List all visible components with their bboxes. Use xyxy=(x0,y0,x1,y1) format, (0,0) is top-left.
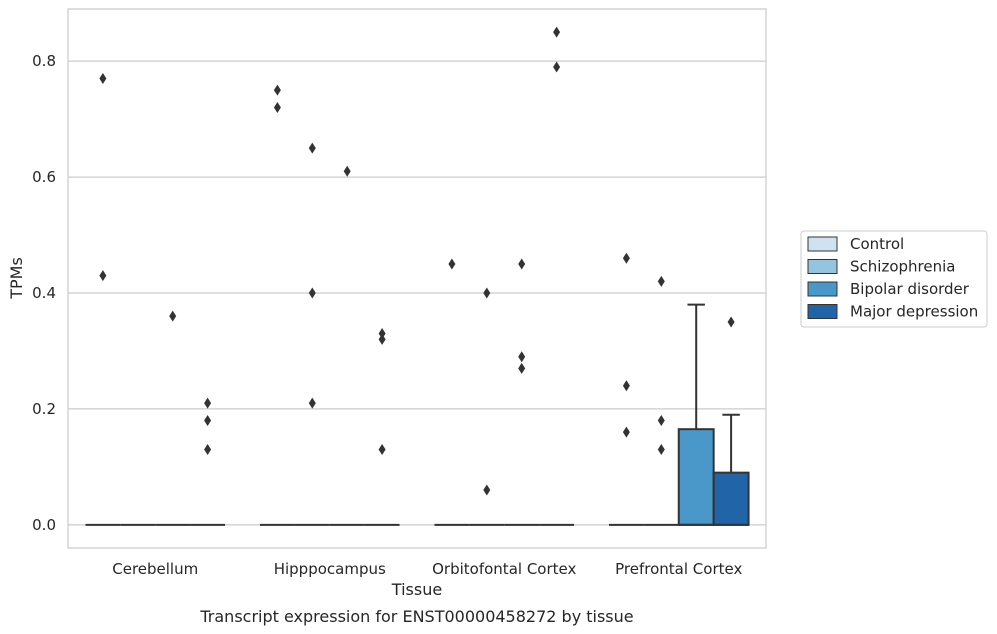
x-tick-label: Prefrontal Cortex xyxy=(615,560,742,578)
x-axis-label: Tissue xyxy=(391,580,442,599)
outlier-point xyxy=(518,258,526,270)
outlier-point xyxy=(99,73,107,85)
x-tick-label: Orbitofontal Cortex xyxy=(432,560,576,578)
outlier-point xyxy=(378,443,386,455)
outlier-point xyxy=(622,380,630,392)
outlier-point xyxy=(657,275,665,287)
outlier-point xyxy=(657,443,665,455)
outlier-point xyxy=(483,484,491,496)
outlier-point xyxy=(308,287,316,299)
legend: Control Schizophrenia Bipolar disorder Majo… xyxy=(800,230,988,328)
outlier-point xyxy=(169,310,177,322)
y-tick-label: 0.4 xyxy=(32,284,56,302)
outliers xyxy=(99,26,735,496)
x-tick-label: Cerebellum xyxy=(112,560,198,578)
outlier-point xyxy=(204,443,212,455)
outlier-point xyxy=(273,102,281,114)
legend-label: Schizophrenia xyxy=(850,258,955,276)
outlier-point xyxy=(99,270,107,282)
box-major-depression xyxy=(712,413,750,526)
plot-frame xyxy=(67,8,767,549)
outlier-point xyxy=(343,165,351,177)
x-tick-label: Hipppocampus xyxy=(274,560,386,578)
legend-label: Control xyxy=(850,235,904,253)
outlier-point xyxy=(518,362,526,374)
legend-swatch xyxy=(807,281,838,297)
outlier-point xyxy=(204,414,212,426)
gridlines xyxy=(68,60,766,526)
y-axis-label: TPMs xyxy=(7,257,26,300)
outlier-point xyxy=(553,26,561,38)
legend-label: Major depression xyxy=(850,303,978,321)
outlier-point xyxy=(448,258,456,270)
legend-label: Bipolar disorder xyxy=(850,280,970,298)
outlier-point xyxy=(378,328,386,340)
outlier-point xyxy=(308,142,316,154)
y-tick-label: 0.2 xyxy=(32,400,56,418)
outlier-point xyxy=(204,397,212,409)
outlier-point xyxy=(553,61,561,73)
outlier-point xyxy=(622,426,630,438)
outlier-point xyxy=(308,397,316,409)
outlier-point xyxy=(622,252,630,264)
legend-swatch xyxy=(807,236,838,252)
legend-frame xyxy=(800,230,988,328)
y-tick-label: 0.0 xyxy=(32,516,56,534)
y-tick-label: 0.8 xyxy=(32,52,56,70)
outlier-point xyxy=(273,84,281,96)
box-bipolar-disorder xyxy=(677,303,715,526)
chart-caption: Transcript expression for ENST0000045827… xyxy=(199,607,633,626)
legend-swatch xyxy=(807,304,838,319)
outlier-point xyxy=(727,316,735,328)
y-tick-label: 0.6 xyxy=(32,168,56,186)
legend-swatch xyxy=(807,259,838,274)
y-tick-labels: 0.0 0.2 0.4 0.6 0.8 xyxy=(32,52,56,534)
outlier-point xyxy=(518,351,526,363)
box-body xyxy=(677,428,715,526)
outlier-point xyxy=(378,333,386,345)
x-tick-labels: Cerebellum Hipppocampus Orbitofontal Corte… xyxy=(112,560,742,578)
boxes xyxy=(85,303,750,526)
box-body xyxy=(712,471,750,526)
legend-items: Control Schizophrenia Bipolar disorder Majo… xyxy=(807,235,978,321)
outlier-point xyxy=(657,414,665,426)
outlier-point xyxy=(483,287,491,299)
